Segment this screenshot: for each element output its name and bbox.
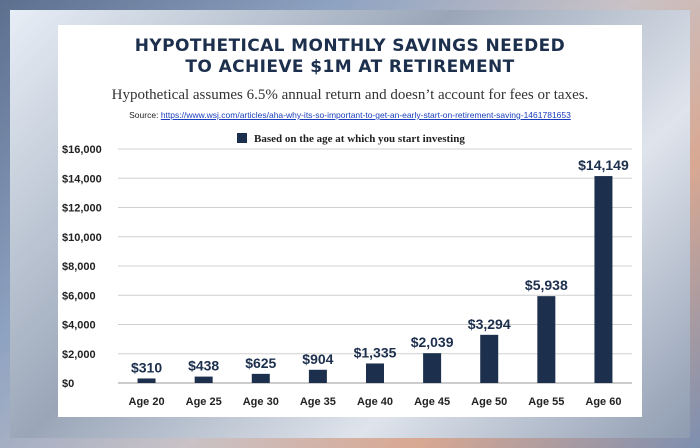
- x-tick-label: Age 35: [300, 396, 336, 408]
- x-tick-label: Age 45: [414, 396, 450, 408]
- bar-value-label: $14,149: [578, 157, 629, 173]
- bar-chart: $0 $2,000 $4,000 $6,000 $8,000 $10,000 $12,000…: [62, 133, 632, 408]
- y-tick-label: $14,000: [62, 173, 102, 185]
- legend-label: Based on the age at which you start inve…: [254, 133, 465, 145]
- chart-title-line2: TO ACHIEVE $1M AT RETIREMENT: [185, 57, 515, 77]
- gridlines: [118, 148, 632, 384]
- y-tick-label: $2,000: [62, 349, 96, 361]
- chart-title-line1: HYPOTHETICAL MONTHLY SAVINGS NEEDED: [134, 36, 566, 56]
- x-tick-label: Age 20: [129, 396, 165, 408]
- bar: [251, 373, 270, 383]
- bar-value-label: $310: [131, 359, 162, 375]
- legend: Based on the age at which you start inve…: [237, 133, 465, 145]
- x-tick-label: Age 30: [243, 396, 279, 408]
- x-tick-label: Age 50: [471, 396, 507, 408]
- y-tick-label: $8,000: [62, 261, 96, 273]
- chart-card: HYPOTHETICAL MONTHLY SAVINGS NEEDED TO A…: [58, 25, 642, 417]
- bar-value-label: $904: [302, 351, 333, 367]
- bar: [537, 296, 556, 383]
- y-tick-label: $16,000: [62, 144, 102, 156]
- y-tick-label: $0: [62, 378, 74, 390]
- source-line: Source: https://www.wsj.com/articles/aha…: [58, 110, 642, 120]
- y-tick-label: $10,000: [62, 232, 102, 244]
- bars: [137, 176, 613, 383]
- bar-value-label: $1,335: [354, 344, 397, 360]
- y-axis-ticks: $0 $2,000 $4,000 $6,000 $8,000 $10,000 $12,000…: [62, 144, 102, 390]
- bar-value-label: $5,938: [525, 277, 568, 293]
- x-tick-label: Age 40: [357, 396, 393, 408]
- x-tick-label: Age 25: [186, 396, 222, 408]
- bar-value-label: $3,294: [468, 316, 511, 332]
- data-labels: $310 $438 $625 $904 $1,335 $2,039 $3,294 $5,938…: [131, 157, 629, 375]
- bar-value-label: $438: [188, 358, 219, 374]
- source-link[interactable]: https://www.wsj.com/articles/aha-why-its…: [160, 110, 571, 120]
- x-tick-label: Age 55: [528, 396, 564, 408]
- bar: [137, 378, 156, 383]
- bar: [594, 176, 613, 383]
- chart-subtitle: Hypothetical assumes 6.5% annual return …: [111, 87, 589, 103]
- x-axis-ticks: Age 20 Age 25 Age 30 Age 35 Age 40 Age 45 Age …: [129, 396, 622, 408]
- source-prefix: Source:: [129, 110, 159, 120]
- bar: [423, 353, 442, 383]
- bar: [194, 376, 213, 383]
- bar: [308, 369, 327, 383]
- bar-value-label: $2,039: [411, 334, 454, 350]
- x-tick-label: Age 60: [585, 396, 621, 408]
- y-tick-label: $4,000: [62, 320, 96, 332]
- y-tick-label: $12,000: [62, 203, 102, 215]
- bar-value-label: $625: [245, 355, 276, 371]
- bar: [480, 334, 499, 383]
- bar: [366, 363, 384, 383]
- y-tick-label: $6,000: [62, 290, 96, 302]
- legend-swatch: [237, 133, 247, 143]
